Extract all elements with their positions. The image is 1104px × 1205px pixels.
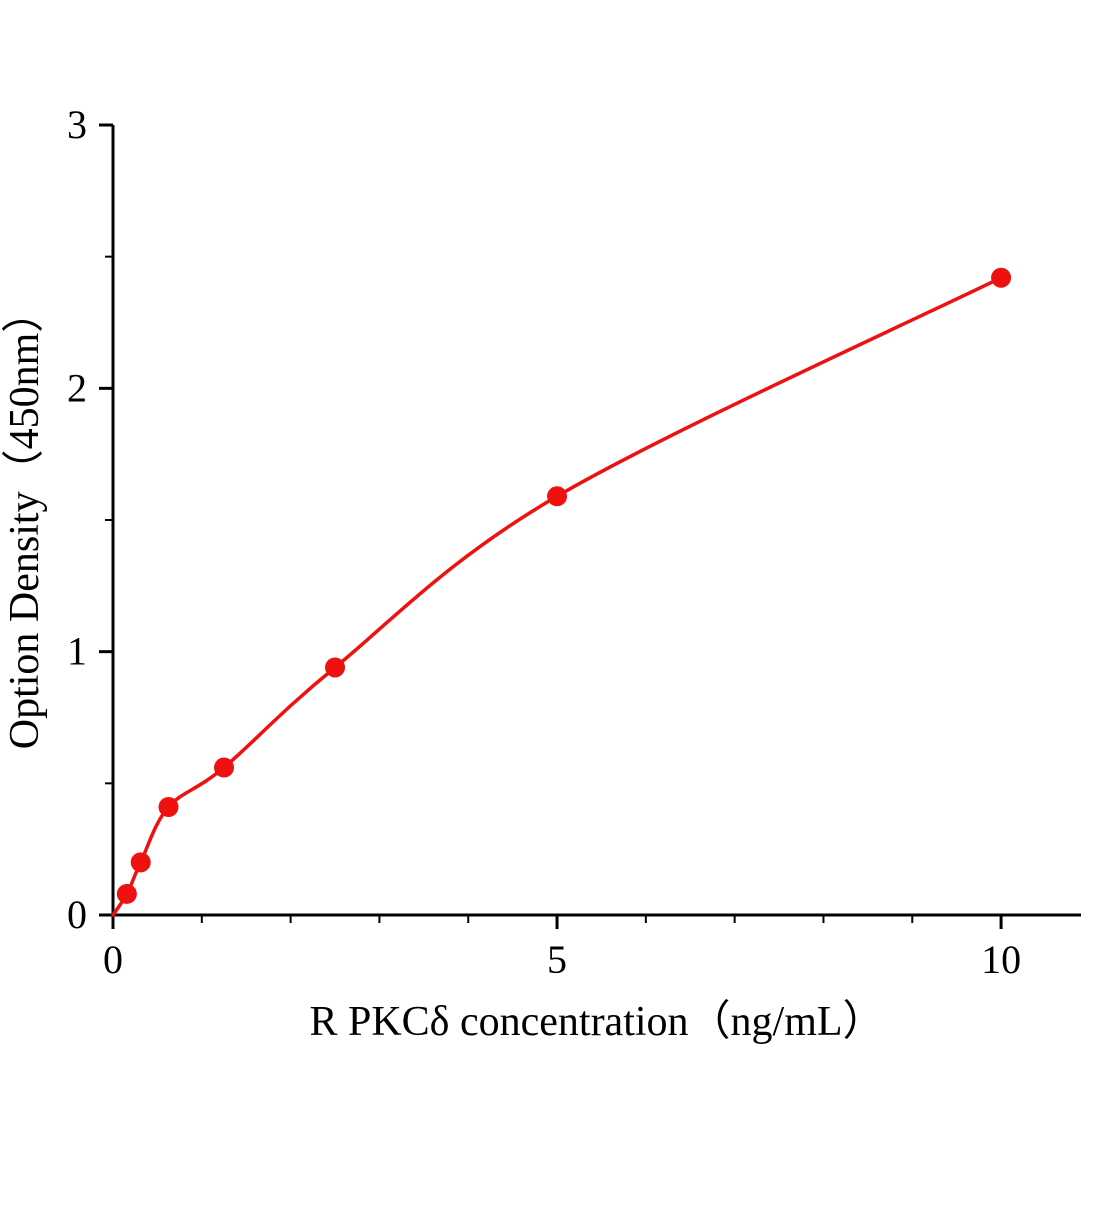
y-tick-label: 1 [67,629,87,674]
data-point [130,852,151,873]
y-axis-label: Option Density（450nm） [2,291,48,750]
y-tick-label: 2 [67,365,87,410]
y-tick-label: 3 [67,102,87,147]
x-tick-label: 10 [981,937,1021,982]
y-tick-label: 0 [67,892,87,937]
x-tick-label: 0 [103,937,123,982]
x-axis-label: R PKCδ concentration（ng/mL） [309,999,884,1045]
data-point [116,883,137,904]
data-point [158,797,179,818]
fit-curve [111,275,1003,917]
x-tick-label: 5 [547,937,567,982]
data-point [214,757,235,778]
data-point [325,657,346,678]
data-point [547,486,568,507]
data-point [991,267,1012,288]
